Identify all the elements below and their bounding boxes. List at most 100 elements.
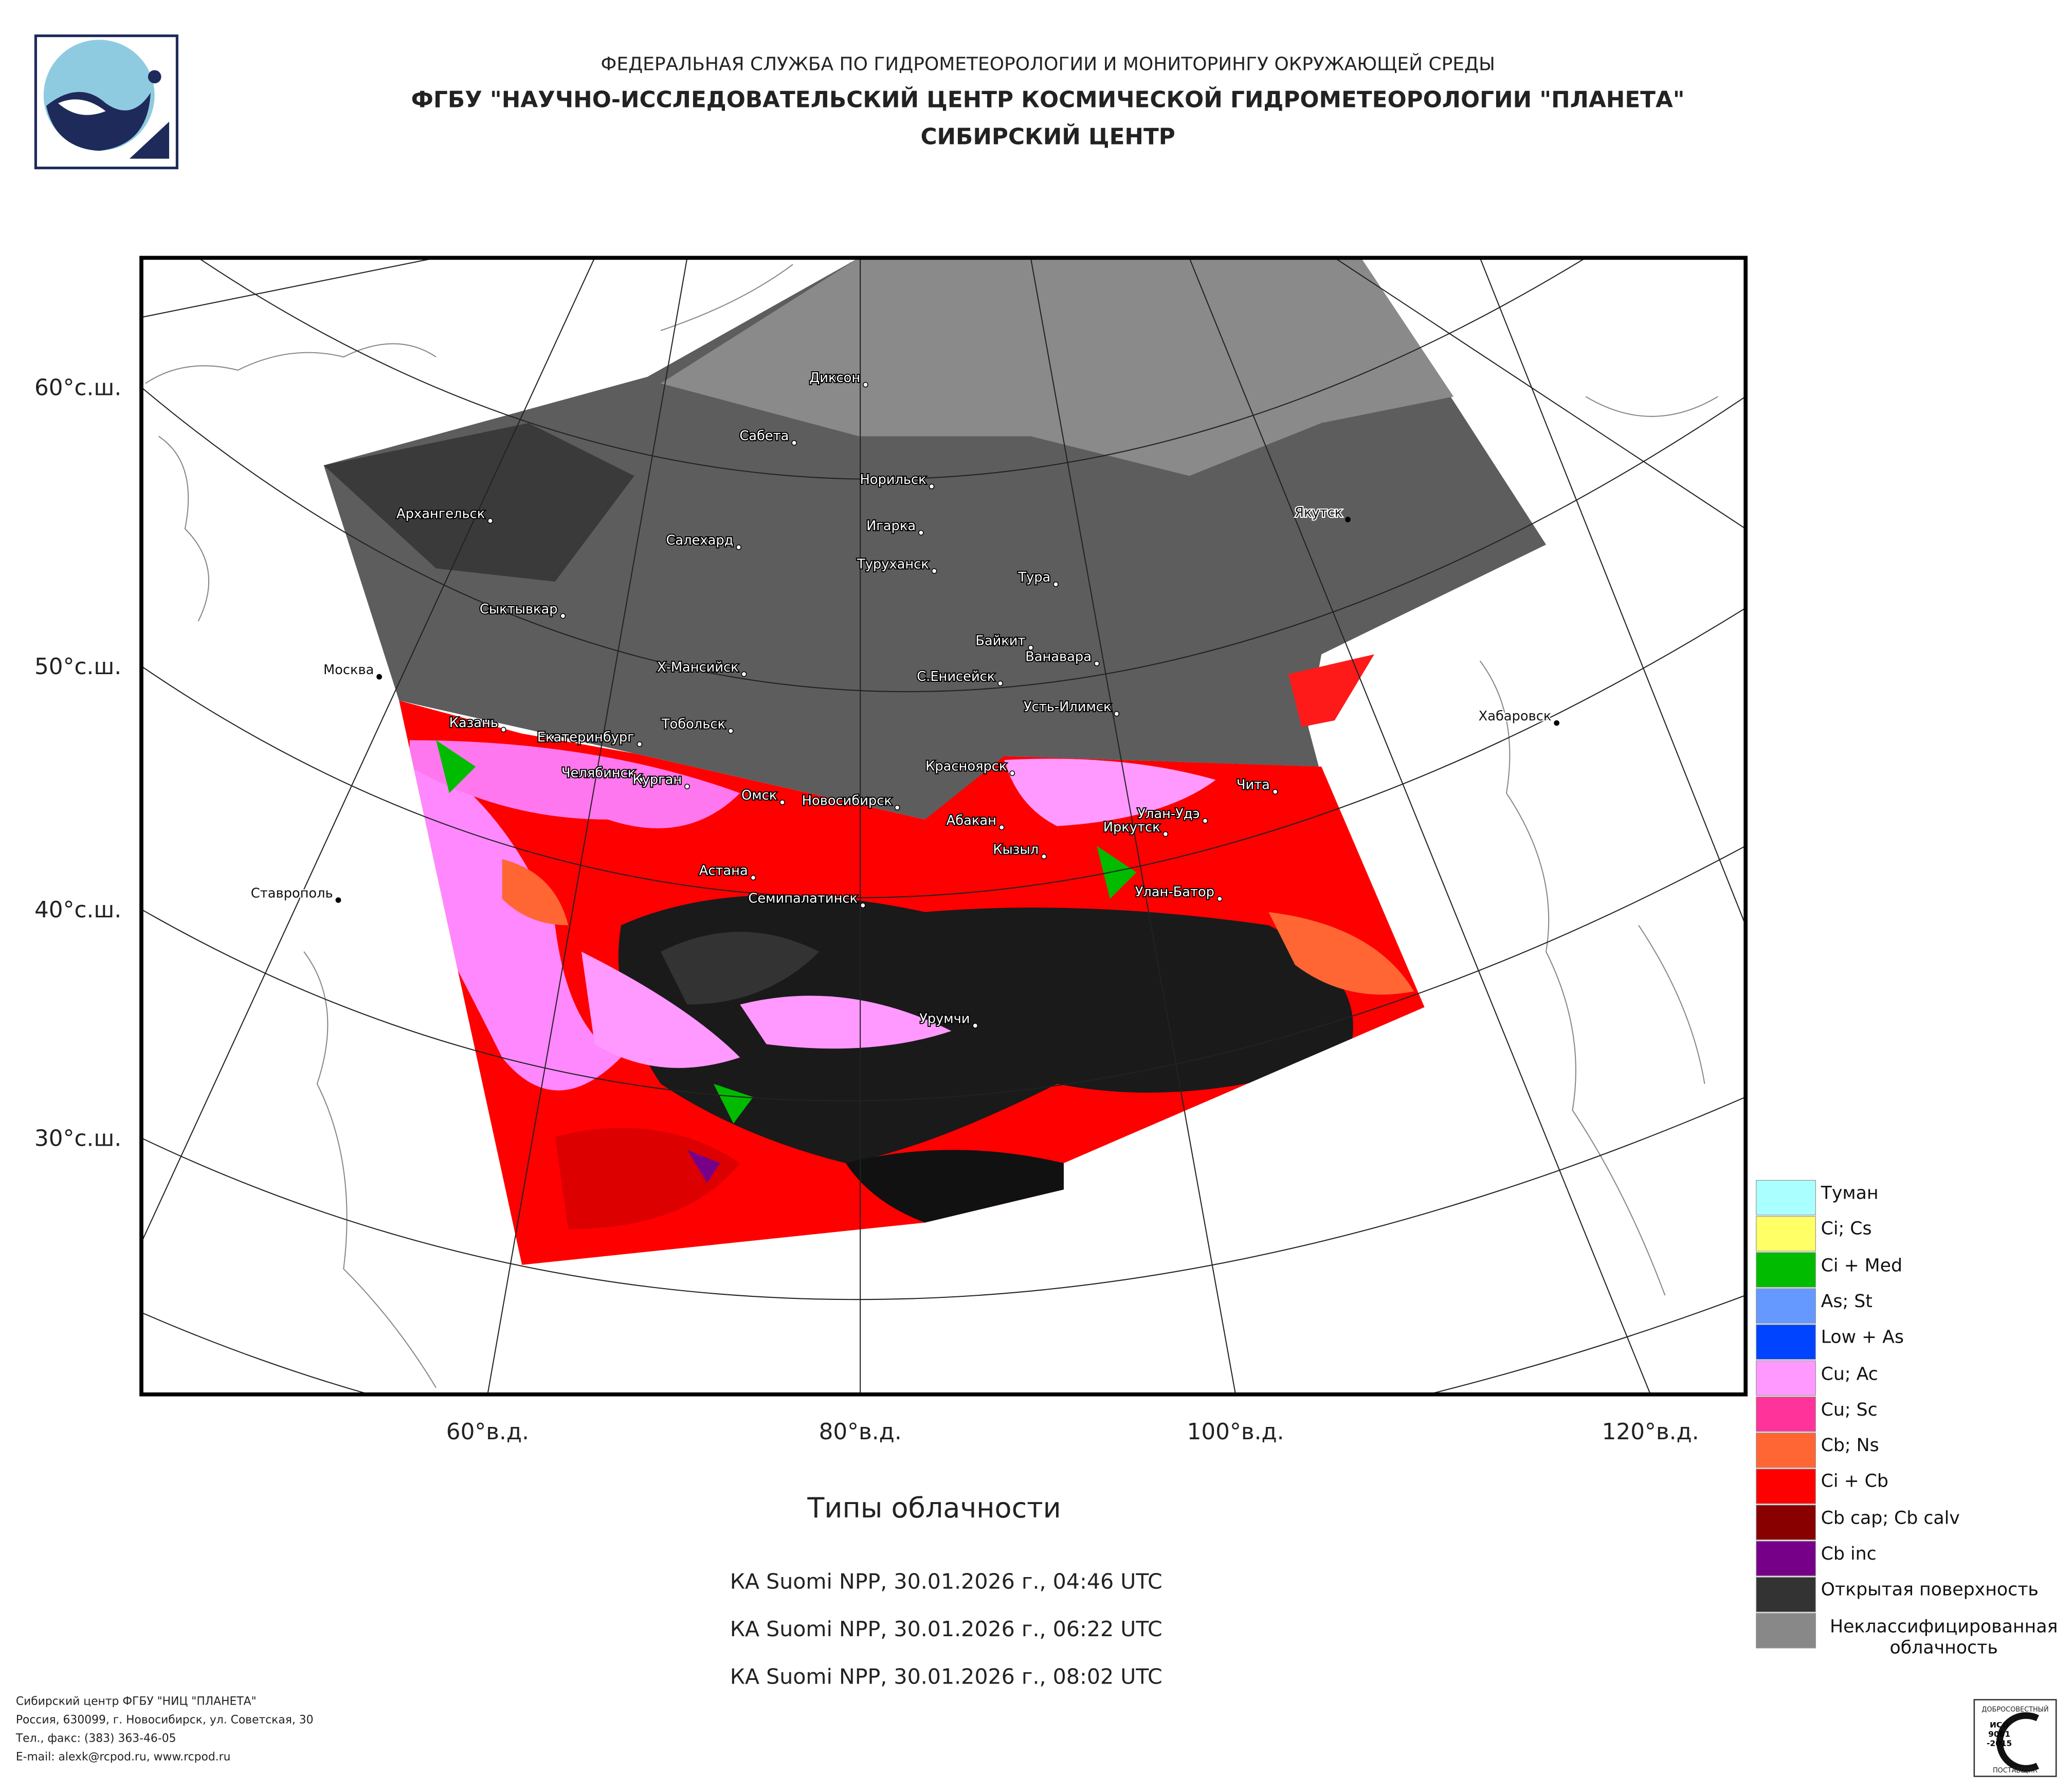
- city-label: Иркутск: [1103, 820, 1160, 835]
- city-label: Астана: [699, 863, 748, 879]
- legend-label-box: Туман: [1821, 1183, 1879, 1204]
- city-dot: [1094, 661, 1100, 666]
- satellite-dark: [323, 423, 634, 582]
- lon-label: 120°в.д.: [1602, 1419, 1699, 1445]
- city-label: Игарка: [866, 518, 916, 534]
- footer-line: E-mail: alexk@rcpod.ru, www.rcpod.ru: [16, 1751, 231, 1764]
- graticule: [141, 258, 1746, 1395]
- city-dot: [728, 728, 734, 734]
- legend-label: Ci; Cs: [1821, 1219, 1872, 1240]
- city-label: Урумчи: [919, 1011, 970, 1027]
- city-dot: [736, 544, 742, 550]
- city-dot: [918, 530, 924, 536]
- city-label: Екатеринбург: [537, 730, 634, 745]
- city-label: Тура: [1017, 570, 1050, 585]
- legend-swatch: [1756, 1396, 1816, 1432]
- legend-label-box: Ci; Cs: [1821, 1219, 1872, 1240]
- city-label: Красноярск: [925, 759, 1007, 774]
- city-label: Ванавара: [1025, 649, 1092, 664]
- logo: [34, 34, 178, 170]
- lon-label: 80°в.д.: [819, 1419, 902, 1445]
- legend-title: Типы облачности: [807, 1492, 1061, 1524]
- city-label: Сабета: [739, 428, 789, 444]
- passes: КА Suomi NPP, 30.01.2026 г., 04:46 UTC КА…: [730, 1569, 1162, 1689]
- legend-label-box: Ci + Cb: [1821, 1471, 1888, 1493]
- legend-label: Cb cap; Cb calv: [1821, 1507, 1960, 1529]
- city-dot: [1202, 818, 1208, 824]
- header-agency: ФЕДЕРАЛЬНАЯ СЛУЖБА ПО ГИДРОМЕТЕОРОЛОГИИ …: [601, 53, 1495, 75]
- legend-label-box: Cb inc: [1821, 1544, 1877, 1565]
- legend-swatch: [1756, 1505, 1816, 1541]
- city-dot: [1041, 854, 1047, 860]
- city-dot: [1053, 581, 1059, 587]
- legend-label: Ci + Cb: [1821, 1471, 1888, 1493]
- city-dot: [1345, 516, 1351, 522]
- city-label: Улан-Батор: [1135, 884, 1214, 900]
- legend-label: Cb inc: [1821, 1544, 1877, 1565]
- header-center: ФГБУ "НАУЧНО-ИССЛЕДОВАТЕЛЬСКИЙ ЦЕНТР КОС…: [411, 85, 1685, 113]
- city-dot: [638, 777, 644, 783]
- lat-label: 60°с.ш.: [34, 375, 121, 401]
- city-label: Х-Мансийск: [657, 660, 739, 675]
- legend-label: Cb; Ns: [1821, 1435, 1879, 1457]
- pass-line: КА Suomi NPP, 30.01.2026 г., 04:46 UTC: [730, 1569, 1162, 1594]
- city-dot: [929, 483, 935, 490]
- legend-swatch: [1756, 1288, 1816, 1324]
- legend-swatch: [1756, 1541, 1816, 1577]
- legend-label-box: Ci + Med: [1821, 1255, 1902, 1276]
- city-label: Усть-Илимск: [1024, 699, 1112, 715]
- city-label: Туруханск: [857, 556, 929, 572]
- city-label: Улан-Удэ: [1137, 806, 1199, 822]
- legend-label: Неклассифицированная облачность: [1829, 1616, 2058, 1659]
- legend-swatch: [1756, 1252, 1816, 1288]
- city-label: Тобольск: [661, 716, 725, 732]
- legend-label-box: Cu; Sc: [1821, 1399, 1878, 1420]
- lon-label: 100°в.д.: [1187, 1419, 1284, 1445]
- city-label: Якутск: [1295, 505, 1342, 520]
- city-dot: [637, 741, 643, 747]
- city-dot: [863, 382, 868, 388]
- city-label: Омск: [741, 788, 777, 803]
- legend-swatch: [1756, 1180, 1816, 1216]
- legend-label-box: Low + As: [1821, 1327, 1904, 1349]
- coastlines: [145, 264, 1718, 1388]
- legend-label: As; St: [1821, 1291, 1873, 1313]
- city-label: С.Енисейск: [917, 669, 995, 684]
- legend-swatch: [1756, 1432, 1816, 1468]
- city-dot: [1272, 789, 1278, 795]
- city-label: Курган: [632, 772, 682, 787]
- city-label: Челябинск: [561, 765, 635, 781]
- legend-label-box: Cb; Ns: [1821, 1435, 1879, 1457]
- legend-label: Туман: [1821, 1183, 1879, 1204]
- city-label: Чита: [1237, 777, 1270, 793]
- lat-label: 30°с.ш.: [34, 1126, 121, 1152]
- legend-label-box: As; St: [1821, 1291, 1873, 1313]
- legend-label: Ci + Med: [1821, 1255, 1902, 1276]
- legend-label: Открытая поверхность: [1821, 1580, 2039, 1601]
- city-dot: [741, 671, 747, 677]
- city-dot: [998, 824, 1005, 830]
- header-branch: СИБИРСКИЙ ЦЕНТР: [920, 122, 1175, 150]
- city-label: Семипалатинск: [748, 891, 858, 907]
- city-dot: [779, 799, 785, 805]
- badge-top: ДОБРОСОВЕСТНЫЙ: [1982, 1706, 2048, 1714]
- legend-swatch: [1756, 1324, 1816, 1360]
- footer-line: Сибирский центр ФГБУ "НИЦ "ПЛАНЕТА": [16, 1695, 257, 1708]
- city-dot: [997, 680, 1004, 686]
- city-dot: [1028, 645, 1034, 650]
- city-dot: [1162, 831, 1169, 837]
- city-label: Архангельск: [396, 506, 485, 522]
- lon-label: 60°в.д.: [446, 1419, 529, 1445]
- city-label: Сыктывкар: [480, 602, 558, 617]
- legend-label: Low + As: [1821, 1327, 1904, 1349]
- axis-labels: 60°с.ш. 50°с.ш. 40°с.ш. 30°с.ш. 60°в.д. 80°в.…: [34, 375, 1699, 1445]
- city-dot: [684, 784, 690, 789]
- city-dot: [894, 805, 900, 810]
- city-label: Новосибирск: [802, 793, 892, 808]
- city-dot: [560, 613, 566, 619]
- city-label: Кызыл: [993, 842, 1039, 858]
- city-label: Абакан: [947, 813, 996, 828]
- badge-standard-box: ИСО 9001 -2015: [1987, 1722, 2012, 1748]
- city-dot: [376, 674, 383, 680]
